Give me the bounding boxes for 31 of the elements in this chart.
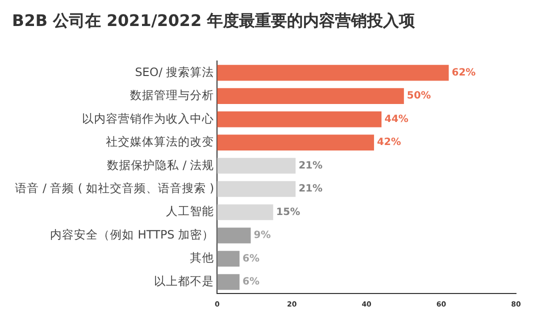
data-label: 15% [276, 206, 300, 218]
y-tick-label: 数据保护隐私 / 法规 [106, 158, 214, 172]
bar [217, 158, 296, 174]
y-tick-label: 内容安全（例如 HTTPS 加密） [50, 227, 214, 242]
bar [217, 181, 296, 197]
y-tick-label: SEO/ 搜索算法 [134, 64, 214, 79]
data-label: 50% [406, 90, 431, 102]
bar [217, 250, 240, 267]
y-tick-label: 数据管理与分析 [130, 88, 214, 102]
bar [217, 134, 374, 150]
bar [217, 204, 274, 220]
data-label: 62% [452, 67, 476, 78]
y-tick-label: 以内容营销作为收入中心 [82, 111, 214, 126]
y-tick-label: 其他 [190, 250, 214, 265]
data-label: 9% [254, 230, 271, 242]
data-label: 6% [242, 276, 260, 288]
y-tick-label: 人工智能 [166, 204, 214, 218]
y-tick-label: 语音 / 音频 ( 如社交音频、语音搜索 ) [14, 181, 214, 196]
y-tick-label: 社交媒体算法的改变 [106, 134, 214, 149]
bar [217, 88, 404, 104]
bar [217, 274, 240, 290]
data-label: 44% [384, 114, 408, 125]
chart-title: B2B 公司在 2021/2022 年度最重要的内容营销投入项 [12, 10, 416, 30]
data-label: 21% [298, 184, 323, 195]
bar [217, 111, 382, 128]
y-tick-label: 以上都不是 [154, 274, 214, 288]
data-label: 42% [377, 137, 401, 148]
data-label: 6% [242, 253, 260, 264]
data-label: 21% [298, 160, 323, 172]
bar [217, 228, 251, 244]
bar [217, 64, 449, 81]
